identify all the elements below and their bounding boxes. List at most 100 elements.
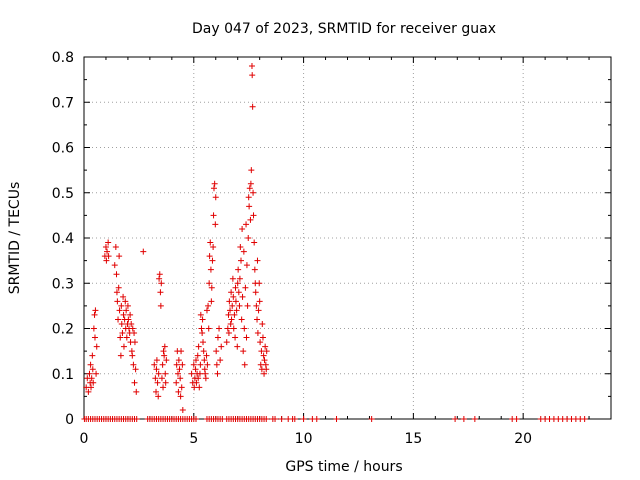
data-point (208, 284, 215, 291)
data-point (129, 352, 136, 359)
data-point (213, 361, 220, 368)
data-point (211, 180, 218, 187)
y-tick-label: 0.4 (52, 231, 74, 247)
data-point (206, 253, 213, 260)
data-point (208, 298, 215, 305)
data-point (245, 235, 252, 241)
data-point (209, 257, 216, 264)
data-point (223, 339, 230, 346)
data-point (161, 343, 168, 350)
data-point (254, 316, 261, 323)
data-point (241, 325, 248, 332)
x-axis-label: GPS time / hours (285, 459, 402, 475)
data-point (177, 375, 184, 382)
data-point (263, 366, 270, 373)
data-point (115, 316, 122, 323)
data-point (210, 185, 217, 192)
chart-title: Day 047 of 2023, SRMTID for receiver gua… (192, 21, 496, 37)
data-point (244, 302, 251, 309)
data-point (173, 361, 180, 368)
data-point (258, 348, 265, 355)
data-point (251, 239, 258, 246)
data-point (92, 307, 99, 314)
data-point (197, 311, 204, 318)
data-point (152, 375, 159, 382)
data-point (278, 416, 285, 422)
data-point (158, 375, 165, 382)
data-point (239, 225, 246, 232)
data-point (125, 316, 132, 323)
data-point (90, 325, 97, 332)
data-point (205, 302, 212, 309)
data-point (89, 352, 96, 359)
data-point (239, 293, 246, 300)
data-point (300, 416, 307, 422)
x-tick-label: 10 (295, 431, 313, 447)
data-point (227, 320, 234, 327)
data-point (212, 194, 219, 201)
data-point (117, 352, 124, 359)
data-point (173, 379, 180, 386)
data-point (263, 416, 270, 422)
data-point (246, 185, 253, 192)
data-point (198, 325, 205, 332)
data-point (214, 370, 221, 377)
data-point (233, 307, 240, 314)
y-axis-label: SRMTID / TECUs (7, 182, 23, 295)
data-point (122, 298, 129, 305)
data-point (153, 366, 160, 373)
data-point (253, 302, 260, 309)
data-point (195, 375, 202, 382)
data-points (81, 63, 588, 422)
data-point (225, 330, 232, 337)
data-point (155, 393, 162, 400)
y-tick-label: 0.5 (52, 186, 74, 202)
data-point (259, 320, 266, 327)
data-point (368, 416, 375, 422)
data-point (201, 357, 208, 364)
data-point (225, 311, 232, 318)
data-point (256, 280, 263, 287)
y-tick-label: 0.1 (52, 367, 74, 383)
data-point (176, 366, 183, 373)
data-point (240, 348, 247, 355)
data-point (243, 334, 250, 341)
data-point (102, 244, 109, 251)
data-point (118, 302, 125, 309)
data-point (93, 343, 100, 350)
data-point (112, 244, 119, 251)
data-point (88, 375, 95, 382)
data-point (177, 393, 184, 400)
data-point (91, 334, 98, 341)
data-point (160, 348, 167, 355)
data-point (248, 167, 255, 174)
data-point (230, 293, 237, 300)
data-point (156, 271, 163, 278)
data-point (133, 416, 140, 422)
data-point (192, 357, 199, 364)
data-point (207, 266, 214, 273)
x-tick-label: 20 (514, 431, 532, 447)
data-point (241, 361, 248, 368)
data-point (210, 244, 217, 251)
data-point (191, 384, 198, 391)
data-point (234, 280, 241, 287)
data-point (104, 248, 111, 255)
data-point (240, 248, 247, 255)
data-point (248, 63, 255, 70)
data-point (89, 366, 96, 373)
data-point (160, 384, 167, 391)
data-point (113, 271, 120, 278)
data-point (255, 307, 262, 314)
data-point (243, 262, 250, 269)
data-point (256, 298, 263, 305)
data-point (123, 334, 130, 341)
data-point (581, 416, 588, 422)
data-point (513, 416, 520, 422)
data-point (133, 388, 140, 395)
data-point (252, 289, 259, 296)
data-point (272, 416, 279, 422)
data-point (237, 244, 244, 251)
data-point (114, 298, 121, 305)
data-point (105, 253, 112, 260)
